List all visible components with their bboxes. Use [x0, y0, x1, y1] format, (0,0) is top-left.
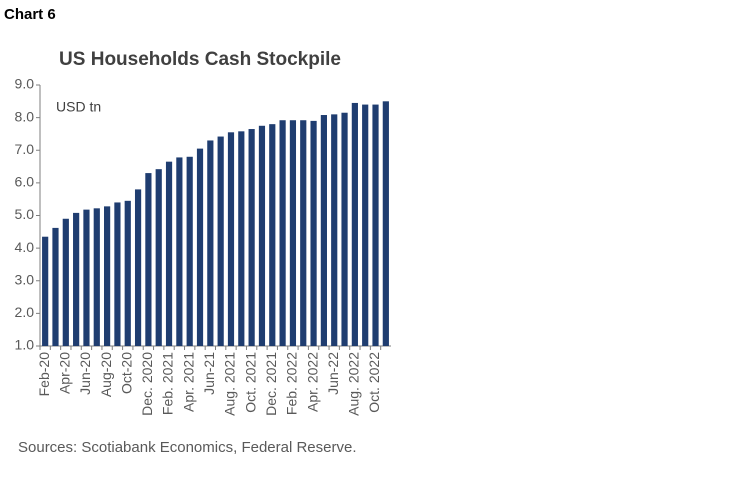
bar — [279, 120, 286, 346]
x-tick-label: Feb. 2022 — [284, 352, 300, 415]
bar — [238, 131, 245, 346]
x-tick-label: Oct-20 — [118, 352, 134, 394]
bar — [186, 156, 193, 346]
annotation: USD tn — [56, 99, 101, 115]
x-tick-label: Aug. 2022 — [346, 352, 362, 416]
bar — [42, 236, 49, 346]
chart-header: Chart 6 — [4, 6, 56, 23]
bar — [310, 120, 317, 346]
y-tick-label: 3.0 — [15, 271, 35, 287]
x-tick-label: Dec. 2020 — [139, 352, 155, 416]
x-tick-label: Feb. 2021 — [160, 352, 176, 415]
bar — [341, 112, 348, 346]
y-tick-label: 5.0 — [15, 206, 35, 222]
y-tick-label: 7.0 — [15, 141, 35, 157]
x-tick-label: Feb-20 — [36, 352, 52, 397]
bar — [52, 227, 59, 346]
bar — [289, 120, 297, 346]
bar — [124, 200, 131, 346]
bar — [207, 140, 214, 346]
bar — [351, 102, 358, 346]
x-tick-label: Oct. 2022 — [366, 352, 382, 413]
bar — [165, 161, 173, 346]
bar — [83, 209, 90, 346]
x-tick-label: Jun-21 — [201, 352, 217, 395]
bar — [73, 212, 80, 346]
y-tick-label: 9.0 — [15, 76, 35, 92]
bar — [62, 218, 69, 346]
bar — [331, 114, 338, 346]
x-tick-label: Apr-20 — [57, 352, 73, 394]
bar — [176, 157, 183, 346]
bar — [145, 173, 152, 346]
x-tick-label: Dec. 2021 — [263, 352, 279, 416]
x-tick-label: Apr. 2022 — [304, 352, 320, 412]
x-tick-label: Aug. 2021 — [222, 352, 238, 416]
bar — [382, 101, 389, 346]
x-tick-label: Aug-20 — [98, 352, 114, 397]
bar — [114, 202, 121, 346]
bar — [300, 120, 307, 346]
x-tick-label: Oct. 2021 — [242, 352, 258, 413]
bar — [104, 206, 111, 346]
source: Sources: Scotiabank Economics, Federal R… — [18, 439, 357, 456]
y-tick-label: 2.0 — [15, 304, 35, 320]
x-tick-label: Jun-22 — [325, 352, 341, 395]
bar — [372, 104, 379, 346]
bar — [155, 169, 162, 346]
bar — [227, 132, 235, 346]
x-tick-label: Jun-20 — [77, 352, 93, 395]
y-tick-label: 6.0 — [15, 174, 35, 190]
bar — [134, 189, 142, 346]
chart-title: US Households Cash Stockpile — [59, 49, 341, 70]
bar — [93, 208, 100, 346]
bar — [362, 104, 369, 346]
y-tick-label: 4.0 — [15, 239, 35, 255]
bar — [258, 125, 266, 346]
bar — [269, 124, 276, 347]
bar — [248, 129, 255, 346]
bar — [320, 115, 327, 346]
bar — [196, 148, 204, 346]
bar — [217, 136, 224, 346]
y-tick-label: 8.0 — [15, 108, 35, 124]
y-tick-label: 1.0 — [15, 337, 35, 353]
x-tick-label: Apr. 2021 — [180, 352, 196, 412]
